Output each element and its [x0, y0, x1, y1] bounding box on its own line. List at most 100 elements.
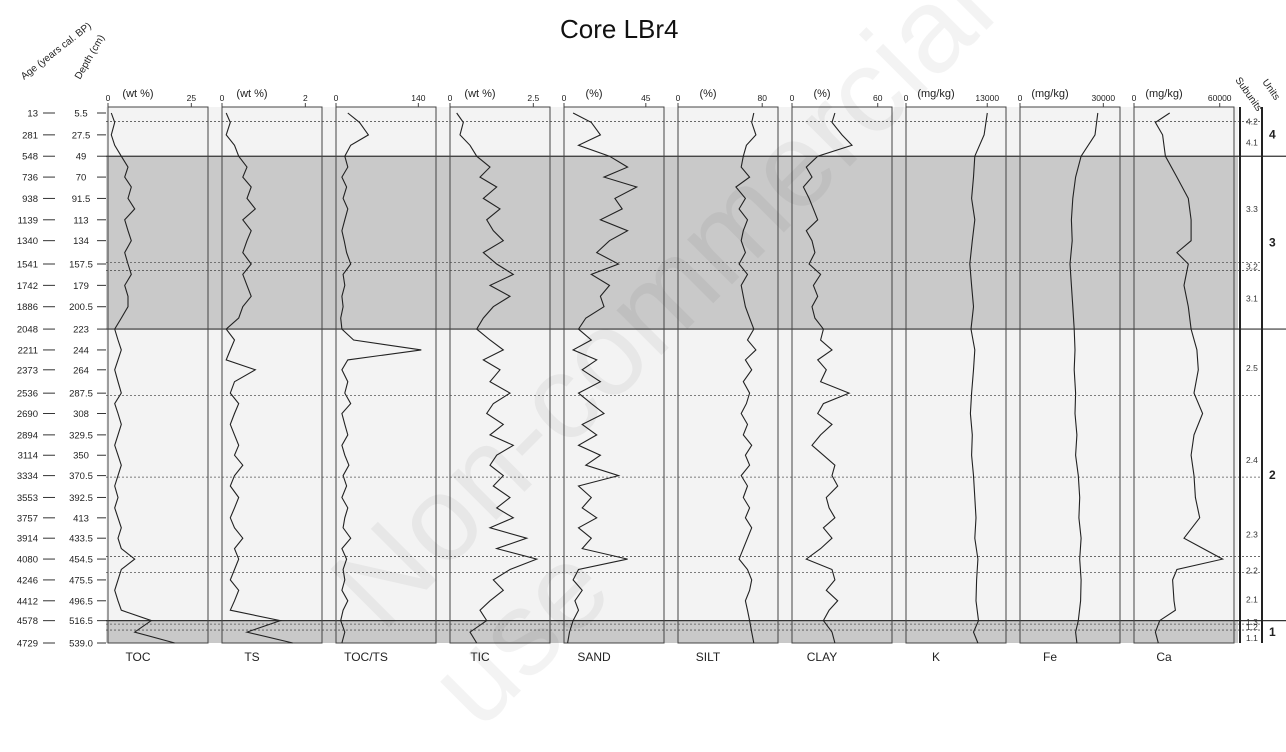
- age-tick-label: 1541: [17, 260, 38, 271]
- unit-label: (wt %): [122, 88, 153, 100]
- depth-tick-label: 223: [73, 325, 89, 336]
- series-name: SILT: [696, 650, 721, 664]
- x-tick-label: 13000: [975, 93, 999, 103]
- age-tick-label: 4412: [17, 596, 38, 607]
- age-tick-label: 281: [22, 130, 38, 141]
- age-tick-label: 4578: [17, 616, 38, 627]
- x-tick-label: 2.5: [527, 93, 539, 103]
- series-name: CLAY: [807, 650, 837, 664]
- subunit-label: 1.2: [1246, 622, 1258, 632]
- subunit-label: 2.4: [1246, 455, 1258, 465]
- panel-frame: [221, 106, 323, 644]
- x-tick-label: 140: [411, 93, 425, 103]
- panel-silt: 0 80 (%) SILT: [676, 88, 779, 664]
- panel-frame: [335, 106, 437, 644]
- subunit-label: 2.3: [1246, 530, 1258, 540]
- age-tick-label: 548: [22, 152, 38, 163]
- subunit-label: 4.1: [1246, 137, 1258, 147]
- age-tick-label: 2894: [17, 430, 38, 441]
- panel-frame: [1019, 106, 1121, 644]
- depth-tick-label: 264: [73, 365, 89, 376]
- age-tick-label: 3914: [17, 534, 38, 545]
- unit-label: (%): [813, 88, 830, 100]
- panel-frame: [905, 106, 1007, 644]
- unit-label: 4: [1269, 128, 1276, 142]
- x-tick-label: 0: [790, 93, 795, 103]
- series-name: K: [932, 650, 940, 664]
- subunit-label: 1.3: [1246, 617, 1258, 627]
- x-tick-label: 0: [1132, 93, 1137, 103]
- x-tick-label: 0: [220, 93, 225, 103]
- panel-frame: [1133, 106, 1235, 644]
- shaded-interval: [106, 620, 1238, 643]
- age-tick-label: 2690: [17, 409, 38, 420]
- unit-label: 1: [1269, 625, 1276, 639]
- series-line-silt: [735, 112, 757, 644]
- age-tick-label: 2048: [17, 325, 38, 336]
- units-header: Units: [1260, 77, 1282, 102]
- depth-tick-label: 157.5: [69, 260, 93, 271]
- x-tick-label: 0: [904, 93, 909, 103]
- depth-tick-label: 200.5: [69, 302, 93, 313]
- depth-tick-label: 413: [73, 513, 89, 524]
- depth-tick-label: 113: [73, 215, 88, 226]
- series-name: TIC: [470, 650, 490, 664]
- depth-tick-label: 433.5: [69, 534, 93, 545]
- age-tick-label: 2536: [17, 389, 38, 400]
- age-depth-axis: 13 5.5 281 27.5 548 49 736 70 938 91.5 1139 113 1340…: [17, 21, 107, 650]
- age-tick-label: 4729: [17, 639, 38, 650]
- panel-frame: [449, 106, 551, 644]
- series-line-ts: [225, 112, 293, 644]
- unit-label: (mg/kg): [1031, 88, 1068, 100]
- age-tick-label: 4080: [17, 555, 38, 566]
- depth-tick-label: 5.5: [74, 109, 87, 120]
- unit-label: (wt %): [236, 88, 267, 100]
- age-tick-label: 3114: [18, 451, 38, 462]
- depth-tick-label: 392.5: [69, 493, 93, 504]
- subunit-label: 3.1: [1246, 293, 1258, 303]
- series-name: TS: [244, 650, 259, 664]
- unit-label: (wt %): [464, 88, 495, 100]
- series-line-clay: [802, 112, 854, 644]
- panel-fe: 0 30000 (mg/kg) Fe: [1018, 88, 1121, 664]
- series-name: Fe: [1043, 650, 1057, 664]
- unit-label: (mg/kg): [917, 88, 954, 100]
- subunit-label: 2.5: [1246, 363, 1258, 373]
- panel-tic: 0 2.5 (wt %) TIC: [448, 88, 551, 664]
- panel-clay: 0 60 (%) CLAY: [790, 88, 893, 664]
- x-tick-label: 45: [641, 93, 651, 103]
- depth-tick-label: 454.5: [69, 555, 93, 566]
- depth-tick-label: 370.5: [69, 471, 93, 482]
- depth-tick-label: 496.5: [69, 596, 93, 607]
- depth-tick-label: 70: [76, 173, 87, 184]
- age-tick-label: 938: [22, 194, 38, 205]
- depth-tick-label: 179: [73, 281, 89, 292]
- x-tick-label: 60000: [1208, 93, 1232, 103]
- x-tick-label: 0: [106, 93, 111, 103]
- panel-k: 0 13000 (mg/kg) K: [904, 88, 1007, 664]
- x-tick-label: 0: [1018, 93, 1023, 103]
- series-line-k: [969, 112, 988, 644]
- depth-tick-label: 134: [73, 236, 89, 247]
- panel-frame: [107, 106, 209, 644]
- x-tick-label: 25: [187, 93, 197, 103]
- age-tick-label: 3334: [17, 471, 38, 482]
- series-line-tic: [456, 112, 539, 644]
- subunit-label: 4.2: [1246, 116, 1258, 126]
- panel-frame: [563, 106, 665, 644]
- x-tick-label: 2: [303, 93, 308, 103]
- depth-tick-label: 329.5: [69, 430, 93, 441]
- series-name: SAND: [577, 650, 611, 664]
- age-tick-label: 3553: [17, 493, 38, 504]
- age-tick-label: 1886: [17, 302, 38, 313]
- subunit-label: 2.1: [1246, 594, 1258, 604]
- age-tick-label: 13: [27, 109, 38, 120]
- panel-ts: 0 2 (wt %) TS: [220, 88, 323, 664]
- age-tick-label: 2373: [17, 365, 38, 376]
- age-tick-label: 736: [22, 173, 38, 184]
- unit-label: (mg/kg): [1145, 88, 1182, 100]
- subunit-label: 1.1: [1246, 633, 1258, 643]
- series-line-toc: [110, 112, 175, 644]
- age-tick-label: 1742: [17, 281, 38, 292]
